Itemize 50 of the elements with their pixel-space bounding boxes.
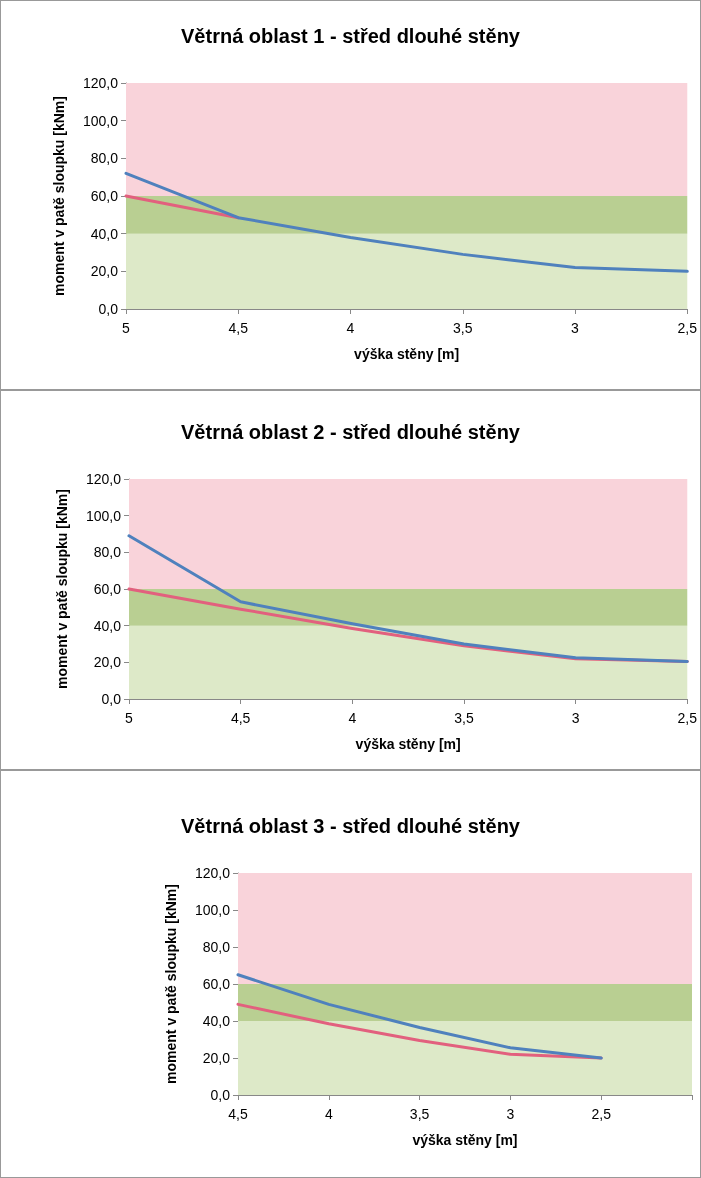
y-tick-label: 120,0	[85, 471, 122, 487]
x-axis-title: výška stěny [m]	[355, 736, 461, 752]
x-tick-label: 2,5	[591, 1106, 612, 1122]
x-tick-label: 4	[348, 710, 357, 726]
y-tick-label: 80,0	[90, 150, 119, 167]
x-axis-title: výška stěny [m]	[412, 1132, 518, 1148]
y-tick-label: 100,0	[85, 507, 122, 524]
y-tick-label: 0,0	[210, 1087, 231, 1103]
chart-title: Větrná oblast 1 - střed dlouhé stěny	[181, 25, 521, 47]
y-tick-label: 20,0	[90, 263, 119, 280]
y-tick-label: 20,0	[93, 654, 122, 671]
y-tick-label: 60,0	[93, 581, 122, 597]
x-tick-label: 2,5	[677, 710, 698, 726]
y-tick-label: 120,0	[194, 865, 231, 881]
line-series	[127, 534, 689, 663]
y-axis-title: moment v patě sloupku [kNm]	[51, 96, 67, 296]
x-tick-label: 4,5	[228, 320, 249, 336]
x-tick-label: 4,5	[230, 710, 251, 726]
y-tick-label: 60,0	[90, 188, 119, 204]
x-tick-label: 3	[571, 320, 580, 336]
y-tick-label: 60,0	[202, 976, 231, 992]
chart-title: Větrná oblast 3 - střed dlouhé stěny	[181, 815, 521, 837]
line-series	[236, 973, 603, 1060]
x-tick-label: 4	[346, 320, 355, 336]
x-tick-label: 3	[571, 710, 580, 726]
chart-title: Větrná oblast 2 - střed dlouhé stěny	[181, 421, 521, 443]
x-tick-label: 3,5	[454, 710, 474, 726]
x-tick-label: 5	[125, 710, 134, 726]
y-tick-label: 0,0	[98, 301, 119, 317]
y-axis-title: moment v patě sloupku [kNm]	[54, 489, 70, 689]
y-tick-label: 100,0	[194, 902, 231, 918]
x-tick-label: 3,5	[453, 320, 473, 336]
y-axis-title: moment v patě sloupku [kNm]	[163, 884, 179, 1084]
y-tick-label: 80,0	[202, 939, 231, 955]
x-tick-label: 3	[506, 1106, 515, 1122]
y-tick-label: 40,0	[90, 225, 119, 242]
y-tick-label: 40,0	[93, 617, 122, 634]
x-axis-title: výška stěny [m]	[354, 346, 460, 362]
x-tick-label: 2,5	[677, 320, 698, 336]
y-tick-label: 80,0	[93, 544, 122, 561]
line-series	[124, 171, 689, 273]
x-tick-label: 4	[324, 1106, 333, 1122]
y-tick-label: 0,0	[101, 691, 122, 707]
y-tick-label: 120,0	[82, 75, 119, 91]
y-tick-label: 40,0	[202, 1013, 231, 1029]
y-tick-label: 100,0	[82, 112, 119, 129]
x-tick-label: 3,5	[409, 1106, 430, 1122]
x-tick-label: 5	[122, 320, 131, 336]
x-tick-label: 4,5	[228, 1106, 248, 1122]
y-tick-label: 20,0	[202, 1050, 231, 1066]
